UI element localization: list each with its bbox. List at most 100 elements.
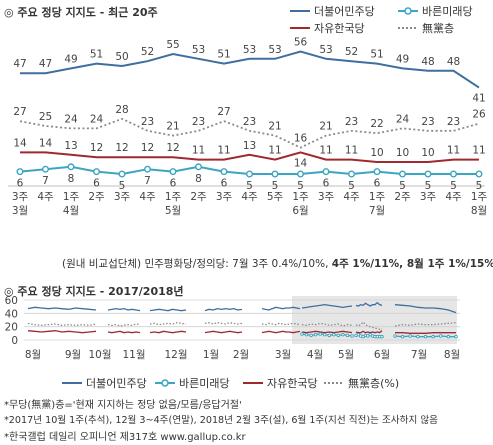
series-3-point-17 xyxy=(450,170,458,178)
series-3-label-5: 7 xyxy=(144,175,151,187)
series-0-label-14: 51 xyxy=(370,49,383,61)
series-0-label-4: 50 xyxy=(115,51,128,63)
bottom-series-1-segment-4 xyxy=(261,322,301,326)
x-tick-label-4: 3주 xyxy=(114,191,131,203)
bottom-x-tick-label-9: 5월 xyxy=(338,349,354,361)
series-0-label-11: 56 xyxy=(294,37,308,49)
series-1-label-12: 21 xyxy=(319,121,332,133)
bottom-series-0-segment-1 xyxy=(107,307,141,312)
series-3-point-11 xyxy=(297,170,305,178)
series-2-label-6: 12 xyxy=(166,142,179,154)
series-3-point-18 xyxy=(475,170,483,178)
series-3-label-1: 7 xyxy=(42,175,49,187)
x-tick-month-14: 7월 xyxy=(369,205,385,217)
x-tick-label-9: 4주 xyxy=(241,191,258,203)
legend-label-jayu: 자유한국당 xyxy=(314,22,365,35)
series-3-point-9 xyxy=(245,170,253,178)
y-tick-label-3: 60 xyxy=(5,295,18,307)
bottom-legend-label-jayu: 자유한국당 xyxy=(267,377,318,390)
series-3-point-1 xyxy=(42,165,50,173)
footnote-mudang: *무당(無黨)층='현재 지지하는 정당 없음/모름/응답거절' xyxy=(4,400,242,411)
series-1-label-0: 27 xyxy=(13,106,26,118)
bottom-legend-swatch-minjoo xyxy=(62,382,82,384)
legend-label-bareun: 바른미래당 xyxy=(422,5,473,18)
bottom-x-tick-label-12: 8월 xyxy=(444,349,460,361)
bottom-series-1-segment-2 xyxy=(149,322,187,326)
series-1-label-11: 16 xyxy=(294,133,308,145)
series-line-2 xyxy=(20,151,479,163)
bottom-series-2-segment-4 xyxy=(261,330,301,334)
bottom-series-2-segment-5 xyxy=(301,330,353,334)
series-1-label-7: 23 xyxy=(192,116,205,128)
x-tick-label-17: 4주 xyxy=(445,191,462,203)
bottom-series-3-seg-5-pt-3 xyxy=(313,332,318,337)
top-subnote-part-2: 4주 1%/11%, 8월 1주 1%/15% xyxy=(331,258,493,270)
series-2-label-10: 11 xyxy=(268,145,281,157)
bottom-x-tick-label-5: 1월 xyxy=(203,349,219,361)
series-2-label-7: 11 xyxy=(192,145,205,157)
bottom-series-3-seg-5-pt-0 xyxy=(300,332,304,336)
bottom-x-tick-label-4: 12월 xyxy=(164,349,187,361)
series-3-label-13: 5 xyxy=(348,180,355,192)
x-tick-label-7: 2주 xyxy=(190,191,207,203)
series-1-label-18: 26 xyxy=(472,109,486,121)
bottom-x-tick-label-7: 3월 xyxy=(275,349,291,361)
x-tick-label-10: 5주 xyxy=(267,191,284,203)
series-0-label-5: 52 xyxy=(141,46,154,58)
series-1-label-6: 21 xyxy=(166,121,179,133)
bottom-series-3-seg-7-pt-3 xyxy=(416,334,420,339)
series-3-point-13 xyxy=(348,170,356,178)
series-0-label-9: 53 xyxy=(243,44,256,56)
bottom-series-0-segment-4 xyxy=(261,306,301,311)
series-2-label-12: 11 xyxy=(319,145,332,157)
series-0-label-12: 53 xyxy=(319,44,332,56)
series-3-point-14 xyxy=(373,168,381,176)
series-line-0 xyxy=(20,50,480,89)
series-3-label-8: 6 xyxy=(221,178,228,190)
series-3-label-4: 5 xyxy=(119,180,126,192)
x-tick-month-18: 8월 xyxy=(471,205,487,217)
x-tick-label-13: 4주 xyxy=(343,191,360,203)
series-3-label-18: 5 xyxy=(476,180,483,192)
bottom-series-3-seg-5-pt-2 xyxy=(309,333,313,338)
bottom-series-3-seg-5-pt-1 xyxy=(304,332,309,337)
bottom-legend-swatch-bareun xyxy=(155,379,175,387)
bottom-x-tick-label-6: 2월 xyxy=(233,349,249,361)
series-3-label-16: 5 xyxy=(425,180,432,192)
series-1-label-8: 27 xyxy=(217,106,230,118)
footnote-source: *한국갤럽 데일리 오피니언 제317호 www.gallup.co.kr xyxy=(4,432,246,443)
bottom-x-tick-label-0: 8월 xyxy=(25,349,41,361)
series-3-label-0: 6 xyxy=(17,178,24,190)
series-3-point-3 xyxy=(92,168,100,176)
series-2-label-16: 10 xyxy=(421,147,434,159)
series-3-label-12: 6 xyxy=(323,178,330,190)
series-1-label-17: 23 xyxy=(447,116,460,128)
legend-label-minjoo: 더불어민주당 xyxy=(314,5,375,18)
bottom-series-1-segment-1 xyxy=(107,323,141,327)
series-3-label-2: 8 xyxy=(68,173,75,185)
series-1-label-2: 24 xyxy=(64,113,78,125)
series-0-label-13: 52 xyxy=(345,46,358,58)
legend-swatch-mudang xyxy=(398,27,418,29)
y-tick-label-1: 20 xyxy=(5,322,18,334)
top-subnote-part-1: (원내 비교섭단체) 민주평화당/정의당: 7월 3주 0.4%/10%, xyxy=(62,258,332,270)
bottom-series-0-segment-5 xyxy=(301,304,353,309)
x-tick-label-0: 3주 xyxy=(12,191,29,203)
bottom-series-2-segment-7 xyxy=(395,332,456,334)
series-1-label-1: 25 xyxy=(39,111,52,123)
bottom-series-1-segment-5 xyxy=(301,322,353,327)
series-3-point-15 xyxy=(399,170,407,178)
bottom-legend-label-mudang: 無黨층(%) xyxy=(348,377,400,390)
series-1-label-16: 23 xyxy=(421,116,434,128)
x-tick-label-3: 2주 xyxy=(88,191,105,203)
x-tick-month-11: 6월 xyxy=(292,205,308,217)
series-3-point-6 xyxy=(169,168,177,176)
series-2-label-15: 10 xyxy=(396,147,409,159)
footnote-skipped-weeks: *2017년 10월 1주(추석), 12월 3~4주(연말), 2018년 2… xyxy=(4,415,438,426)
series-0-label-2: 49 xyxy=(64,53,77,65)
bottom-series-3-seg-5-pt-7 xyxy=(332,332,336,337)
top-subnote: (원내 비교섭단체) 민주평화당/정의당: 7월 3주 0.4%/10%, 4주… xyxy=(62,256,493,271)
x-tick-label-18: 1주 xyxy=(471,191,488,203)
bottom-series-3-seg-7-pt-4 xyxy=(423,334,428,339)
series-3-label-7: 8 xyxy=(195,173,202,185)
